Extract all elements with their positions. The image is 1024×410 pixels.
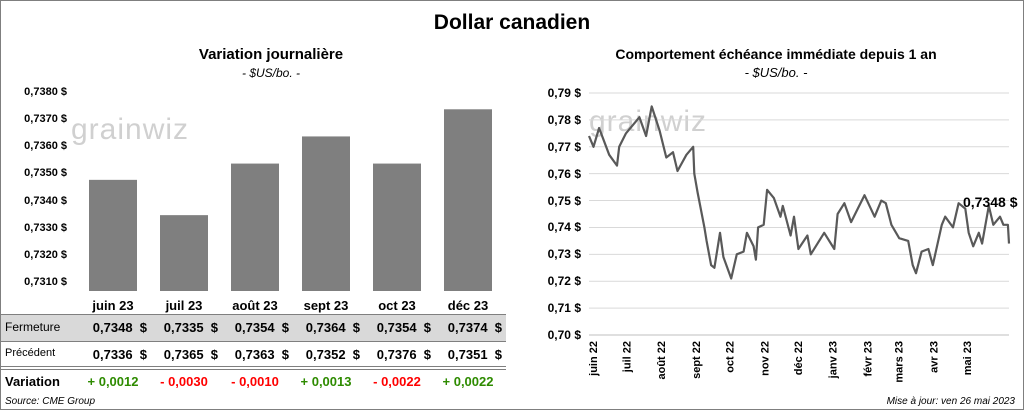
y-tick-label: 0,7370 $ (24, 113, 67, 126)
x-tick-label: mai 23 (962, 341, 974, 375)
table-cell: 0,7364 $ (305, 320, 360, 335)
x-tick-label: sept 22 (691, 341, 703, 379)
x-tick-label: nov 22 (759, 341, 771, 376)
x-tick-label: juil 22 (622, 341, 634, 373)
x-tick-label: déc 23 (447, 298, 489, 313)
updated-text: Mise à jour: ven 26 mai 2023 (886, 396, 1015, 407)
table-cell: + 0,0013 (300, 374, 352, 389)
table-cell: 0,7348 $ (92, 320, 147, 335)
x-tick-label: déc 22 (793, 341, 805, 375)
table-cell: 0,7352 $ (305, 347, 360, 362)
x-tick-label: juin 22 (588, 341, 600, 377)
table-cell: - 0,0022 (373, 374, 421, 389)
table-cell: 0,7363 $ (234, 347, 289, 362)
y-tick-label: 0,74 $ (547, 220, 581, 235)
last-value-label: 0,7348 $ (963, 194, 1018, 210)
price-line (587, 105, 1011, 280)
bar (302, 136, 350, 291)
bar (89, 179, 137, 291)
table-cell: 0,7351 $ (447, 347, 502, 362)
y-tick-label: 0,79 $ (547, 86, 581, 100)
table-cell: 0,7335 $ (163, 320, 218, 335)
left-chart-title: Variation journalière (198, 46, 344, 63)
x-tick-label: févr 23 (862, 341, 874, 376)
table-cell: - 0,0010 (231, 374, 279, 389)
y-tick-label: 0,7330 $ (24, 221, 67, 234)
source-text: Source: CME Group (5, 396, 96, 407)
y-tick-label: 0,76 $ (547, 166, 581, 181)
row-label: Précédent (5, 347, 56, 359)
table-cell: + 0,0022 (442, 374, 494, 389)
row-label: Variation (5, 374, 60, 389)
right-chart-title: Comportement échéance immédiate depuis 1… (615, 46, 937, 62)
watermark-logo-left: grainwiz (71, 113, 190, 146)
divider (1, 366, 506, 370)
page-title: Dollar canadien (433, 11, 591, 34)
y-tick-label: 0,7380 $ (24, 86, 67, 98)
row-label: Fermeture (5, 320, 61, 334)
table-cell: 0,7376 $ (376, 347, 431, 362)
bar-chart (89, 109, 492, 292)
y-tick-label: 0,75 $ (547, 193, 581, 208)
bar (231, 163, 279, 291)
y-tick-label: 0,71 $ (547, 301, 581, 316)
x-tick-label: janv 23 (828, 341, 840, 379)
bar (444, 109, 492, 292)
x-tick-label: août 22 (656, 341, 668, 380)
x-tick-label: sept 23 (303, 298, 349, 313)
x-tick-label: juin 23 (92, 298, 134, 313)
table-cell: + 0,0012 (87, 374, 139, 389)
y-tick-label: 0,78 $ (547, 112, 581, 127)
y-tick-label: 0,77 $ (547, 139, 581, 154)
table-cell: 0,7354 $ (376, 320, 431, 335)
line-chart: juin 22 juil 22 août 22 sept 22 oct 22 nov 22… (587, 92, 1018, 383)
table-cell: 0,7336 $ (92, 347, 147, 362)
table-cell: 0,7354 $ (234, 320, 289, 335)
y-tick-label: 0,72 $ (547, 274, 581, 289)
table-cell: 0,7365 $ (163, 347, 218, 362)
y-tick-label: 0,7310 $ (24, 276, 67, 288)
x-tick-label: juil 23 (165, 298, 203, 313)
table-cell: 0,7374 $ (447, 320, 502, 335)
x-tick-label: oct 22 (725, 341, 737, 373)
table-cell: - 0,0030 (160, 374, 208, 389)
bar (160, 215, 208, 291)
x-tick-label: oct 23 (378, 298, 416, 313)
x-tick-label: août 23 (232, 298, 278, 313)
y-tick-label: 0,70 $ (547, 328, 581, 342)
y-tick-label: 0,7360 $ (24, 140, 67, 153)
right-chart-subtitle: - $US/bo. - (744, 65, 808, 80)
y-tick-label: 0,7350 $ (24, 167, 67, 180)
row-fermeture (1, 314, 506, 342)
bar (373, 163, 421, 291)
x-tick-label: avr 23 (928, 341, 940, 373)
y-tick-label: 0,7340 $ (24, 194, 67, 207)
y-tick-label: 0,73 $ (547, 247, 581, 262)
y-tick-label: 0,7320 $ (24, 248, 67, 261)
left-chart-subtitle: - $US/bo. - (241, 66, 301, 80)
x-tick-label: mars 23 (894, 341, 906, 383)
